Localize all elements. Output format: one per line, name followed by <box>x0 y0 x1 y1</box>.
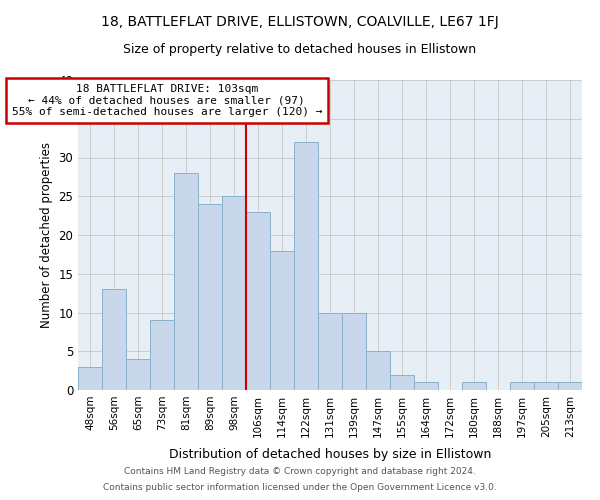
Text: 18, BATTLEFLAT DRIVE, ELLISTOWN, COALVILLE, LE67 1FJ: 18, BATTLEFLAT DRIVE, ELLISTOWN, COALVIL… <box>101 15 499 29</box>
Y-axis label: Number of detached properties: Number of detached properties <box>40 142 53 328</box>
Bar <box>318 312 342 390</box>
Bar <box>414 382 438 390</box>
Text: Size of property relative to detached houses in Ellistown: Size of property relative to detached ho… <box>124 42 476 56</box>
Text: Contains HM Land Registry data © Crown copyright and database right 2024.: Contains HM Land Registry data © Crown c… <box>124 467 476 476</box>
Bar <box>294 142 318 390</box>
Bar <box>462 382 486 390</box>
X-axis label: Distribution of detached houses by size in Ellistown: Distribution of detached houses by size … <box>169 448 491 461</box>
Bar <box>246 212 270 390</box>
Bar <box>510 382 534 390</box>
Bar <box>198 204 222 390</box>
Bar <box>174 173 198 390</box>
Text: Contains public sector information licensed under the Open Government Licence v3: Contains public sector information licen… <box>103 484 497 492</box>
Bar <box>366 351 390 390</box>
Bar <box>78 367 102 390</box>
Bar <box>126 359 150 390</box>
Bar <box>270 250 294 390</box>
Bar <box>390 374 414 390</box>
Bar <box>342 312 366 390</box>
Bar <box>102 289 126 390</box>
Bar <box>222 196 246 390</box>
Bar <box>150 320 174 390</box>
Bar <box>558 382 582 390</box>
Bar <box>534 382 558 390</box>
Text: 18 BATTLEFLAT DRIVE: 103sqm
← 44% of detached houses are smaller (97)
55% of sem: 18 BATTLEFLAT DRIVE: 103sqm ← 44% of det… <box>11 84 322 117</box>
